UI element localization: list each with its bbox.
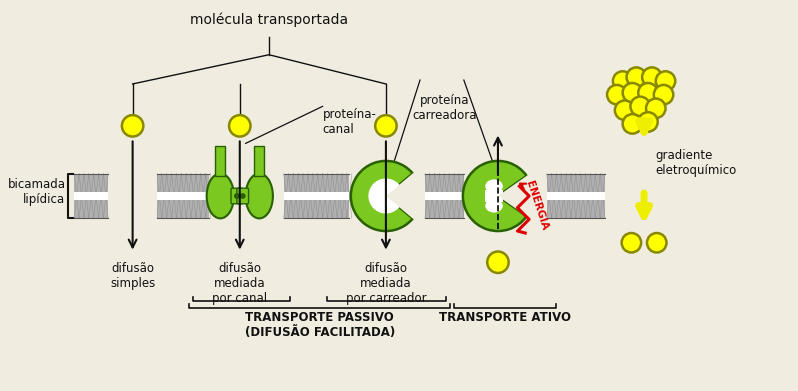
- Circle shape: [638, 83, 658, 102]
- Text: gradiente
eletroquímico: gradiente eletroquímico: [656, 149, 737, 177]
- FancyBboxPatch shape: [237, 188, 248, 204]
- Circle shape: [622, 83, 642, 102]
- Bar: [283, 192, 349, 200]
- Circle shape: [642, 67, 662, 87]
- Text: ENERGIA: ENERGIA: [524, 180, 550, 232]
- Bar: [157, 192, 208, 200]
- Circle shape: [488, 251, 508, 273]
- Text: difusão
mediada
por canal: difusão mediada por canal: [212, 262, 267, 305]
- Text: molécula transportada: molécula transportada: [190, 13, 348, 27]
- Circle shape: [622, 114, 642, 134]
- Bar: [157, 174, 208, 219]
- Circle shape: [234, 193, 239, 199]
- Circle shape: [646, 99, 666, 118]
- Circle shape: [614, 100, 634, 120]
- Circle shape: [369, 178, 404, 213]
- Bar: [547, 174, 605, 219]
- Circle shape: [229, 115, 251, 136]
- FancyBboxPatch shape: [231, 188, 243, 204]
- Circle shape: [626, 67, 646, 87]
- Bar: [425, 174, 464, 219]
- Circle shape: [647, 233, 666, 253]
- Bar: [74, 174, 109, 219]
- Wedge shape: [386, 172, 423, 220]
- Ellipse shape: [207, 174, 234, 219]
- Wedge shape: [463, 161, 527, 231]
- Circle shape: [239, 193, 246, 199]
- Wedge shape: [498, 175, 535, 217]
- Text: proteína
carreadora: proteína carreadora: [412, 94, 476, 122]
- Circle shape: [613, 71, 632, 91]
- Text: bicamada
lipídica: bicamada lipídica: [7, 178, 65, 206]
- Circle shape: [638, 112, 658, 132]
- Wedge shape: [351, 161, 413, 231]
- Bar: [547, 192, 605, 200]
- Ellipse shape: [485, 199, 503, 213]
- Text: difusão
simples: difusão simples: [110, 262, 156, 290]
- Circle shape: [630, 97, 650, 116]
- Circle shape: [607, 85, 626, 104]
- Bar: [255, 146, 264, 176]
- Text: proteína-
canal: proteína- canal: [322, 108, 377, 136]
- Circle shape: [656, 71, 675, 91]
- Bar: [485, 190, 503, 202]
- Bar: [215, 146, 225, 176]
- Bar: [425, 192, 464, 200]
- Circle shape: [375, 115, 397, 136]
- Circle shape: [122, 115, 144, 136]
- Text: difusão
mediada
por carreador: difusão mediada por carreador: [346, 262, 426, 305]
- Bar: [283, 174, 349, 219]
- Circle shape: [654, 85, 674, 104]
- Bar: [74, 192, 109, 200]
- Text: TRANSPORTE PASSIVO
(DIFUSÃO FACILITADA): TRANSPORTE PASSIVO (DIFUSÃO FACILITADA): [244, 311, 395, 339]
- Text: TRANSPORTE ATIVO: TRANSPORTE ATIVO: [439, 311, 571, 324]
- Ellipse shape: [485, 179, 503, 193]
- Circle shape: [622, 233, 641, 253]
- Ellipse shape: [246, 174, 273, 219]
